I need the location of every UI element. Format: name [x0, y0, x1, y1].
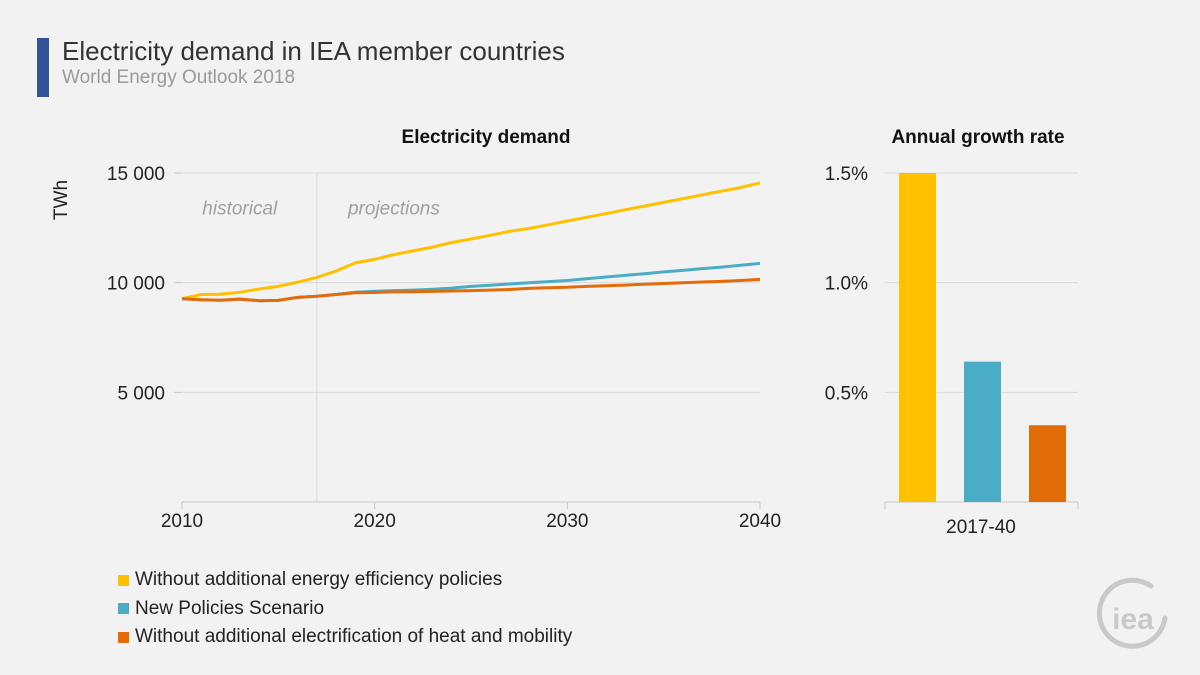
series-line-2	[181, 277, 761, 303]
legend-swatch-icon	[118, 631, 129, 643]
bar-category-label: 2017-40	[946, 517, 1016, 538]
x-tick-label: 2020	[354, 511, 396, 532]
legend-label: Without additional energy efficiency pol…	[135, 569, 503, 591]
bar-y-tick-label: 1.5%	[825, 164, 868, 185]
logo-text: iea	[1112, 603, 1154, 636]
iea-logo-icon: iea	[1096, 577, 1168, 649]
annotation-historical: historical	[202, 199, 278, 220]
growth-bar-2	[1029, 425, 1066, 502]
legend-item-efficiency: Without additional energy efficiency pol…	[118, 566, 572, 595]
annotation-projections: projections	[347, 199, 440, 220]
x-tick-label: 2010	[161, 511, 203, 532]
legend: Without additional energy efficiency pol…	[118, 566, 572, 652]
series-line-0	[181, 181, 761, 301]
y-tick-label: 15 000	[107, 164, 165, 185]
growth-bar-1	[964, 361, 1001, 502]
bar-y-tick-label: 0.5%	[825, 383, 868, 404]
legend-swatch-icon	[118, 603, 129, 615]
y-tick-label: 10 000	[107, 274, 165, 295]
title-accent-bar	[37, 38, 49, 97]
y-tick-label: 5 000	[117, 383, 165, 404]
bar-chart-title: Annual growth rate	[891, 127, 1064, 148]
legend-swatch-icon	[118, 574, 129, 586]
legend-item-nps: New Policies Scenario	[118, 595, 572, 624]
bar-y-tick-label: 1.0%	[825, 274, 868, 295]
legend-item-electrification: Without additional electrification of he…	[118, 623, 572, 652]
legend-label: New Policies Scenario	[135, 597, 325, 619]
growth-bar-0	[899, 173, 936, 502]
x-tick-label: 2040	[739, 511, 781, 532]
y-axis-label: TWh	[51, 180, 72, 220]
line-chart-title: Electricity demand	[402, 127, 571, 148]
page-title: Electricity demand in IEA member countri…	[62, 36, 565, 66]
x-tick-label: 2030	[546, 511, 588, 532]
legend-label: Without additional electrification of he…	[135, 626, 573, 648]
page-subtitle: World Energy Outlook 2018	[62, 67, 296, 88]
